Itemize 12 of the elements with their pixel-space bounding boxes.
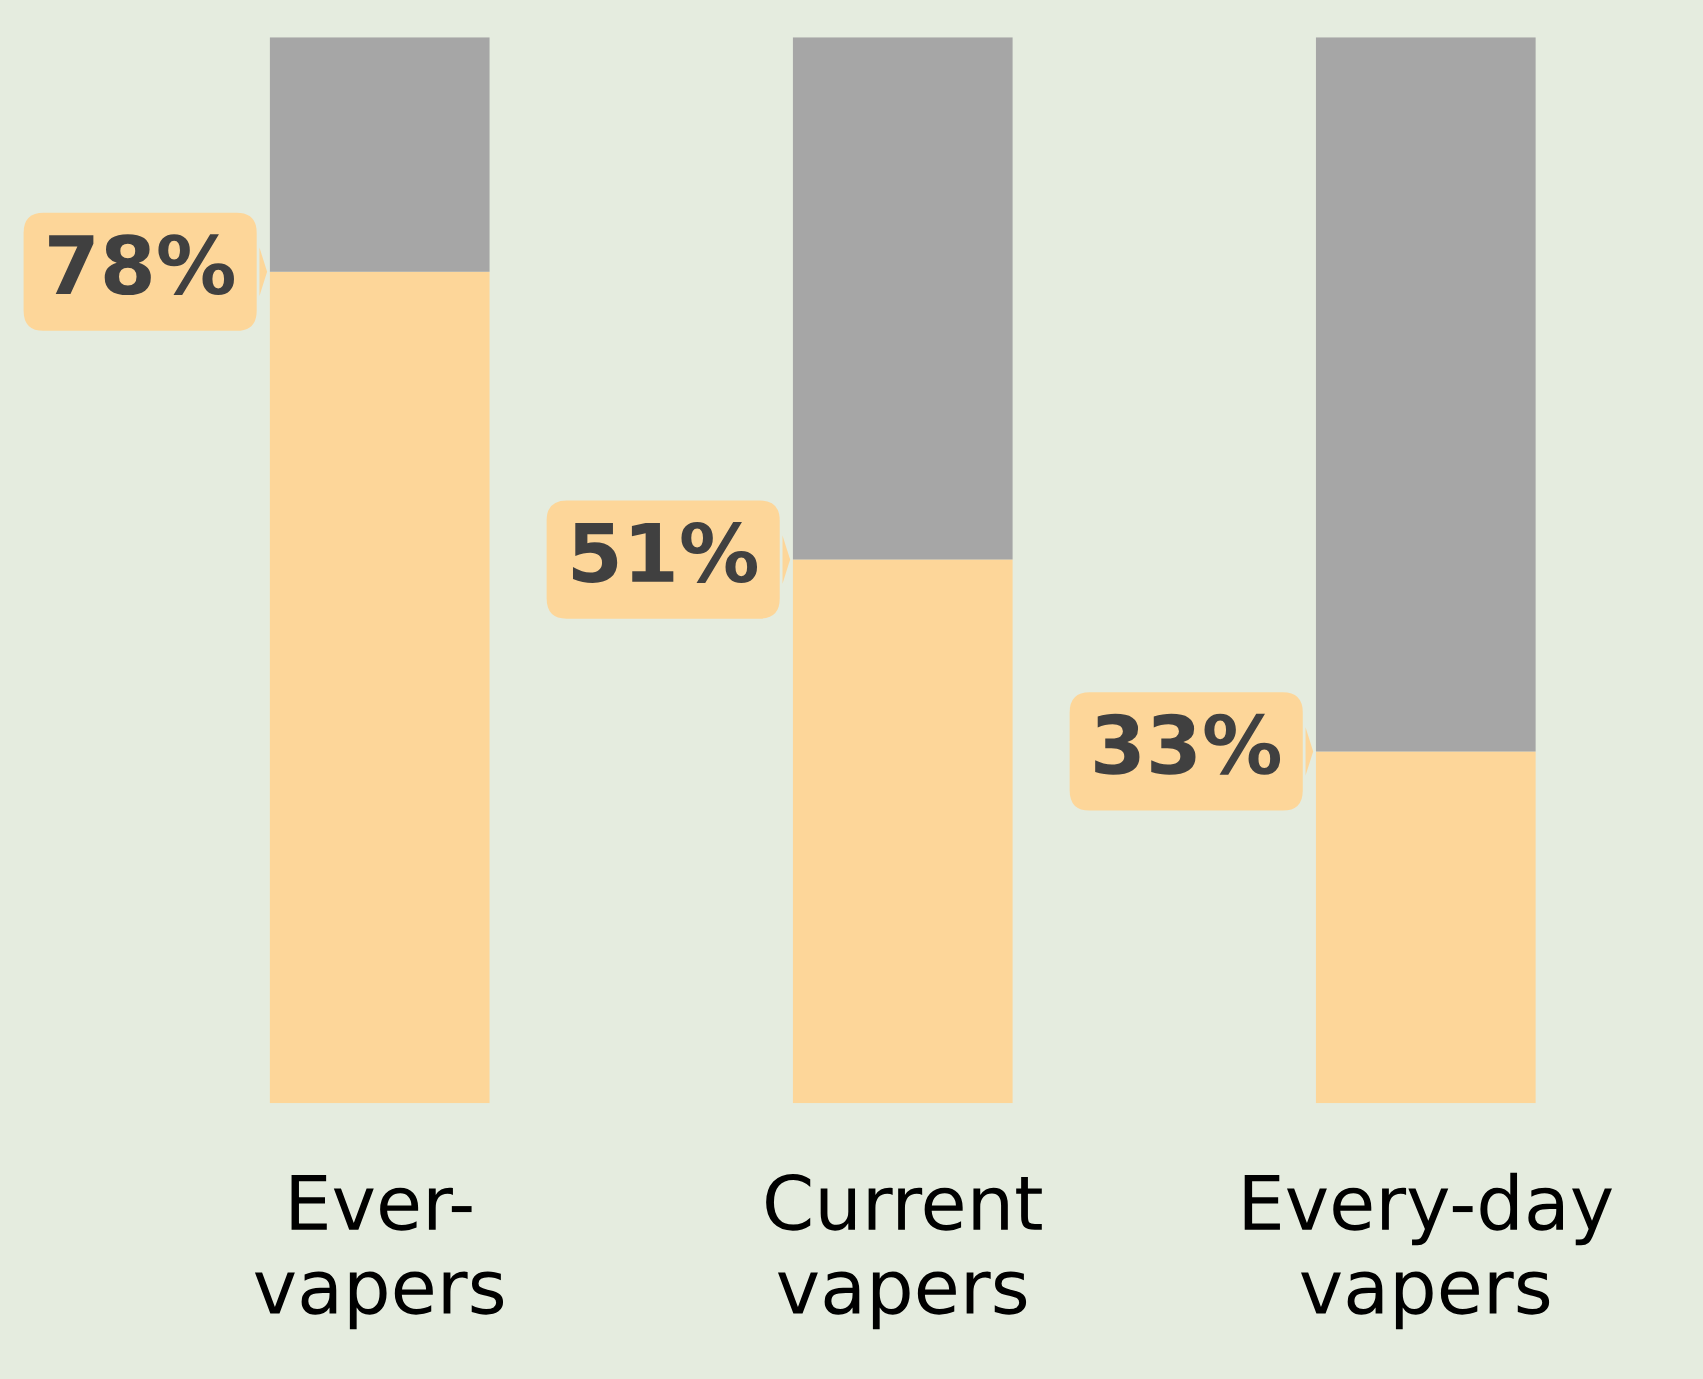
bar: [792, 559, 1013, 1104]
x-tick-label: Current vapers: [766, 1173, 1042, 1330]
bar: [1315, 37, 1536, 752]
x-tick-label: Ever- vapers: [254, 1174, 504, 1330]
bar: [269, 37, 490, 272]
data-label: 78%: [49, 234, 234, 296]
data-label: 33%: [1095, 713, 1281, 775]
data-label: 51%: [572, 522, 758, 583]
bar: [792, 37, 1013, 560]
x-tick-label: Every-day vapers: [1244, 1172, 1612, 1330]
bar: [1315, 751, 1536, 1104]
bar: [269, 271, 490, 1104]
